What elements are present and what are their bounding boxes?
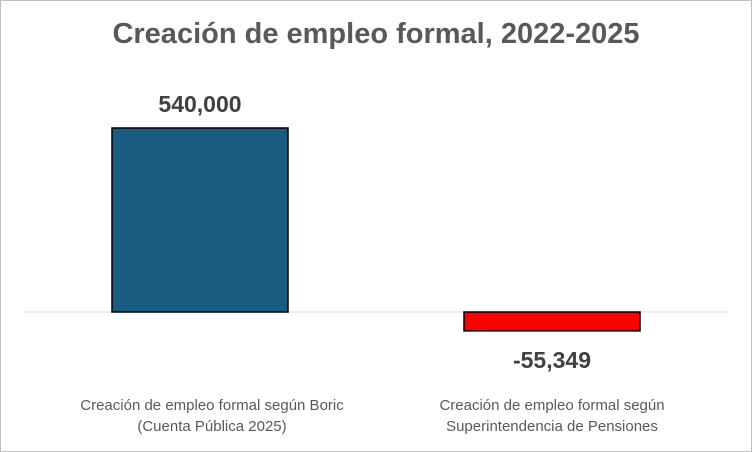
chart-title: Creación de empleo formal, 2022-2025: [112, 18, 640, 50]
category-label-line: (Cuenta Pública 2025): [137, 418, 287, 435]
bar-1: [463, 311, 641, 332]
category-label-line: Superintendencia de Pensiones: [446, 418, 658, 435]
data-label-1: -55,349: [513, 347, 591, 373]
category-label-line: Creación de empleo formal según: [439, 397, 665, 414]
category-label-boric: Creación de empleo formal según Boric (C…: [52, 395, 372, 437]
data-label-0: 540,000: [158, 91, 241, 117]
bar-0: [111, 127, 289, 313]
category-label-superintendencia: Creación de empleo formal según Superint…: [392, 395, 712, 437]
category-label-line: Creación de empleo formal según Boric: [80, 397, 344, 414]
